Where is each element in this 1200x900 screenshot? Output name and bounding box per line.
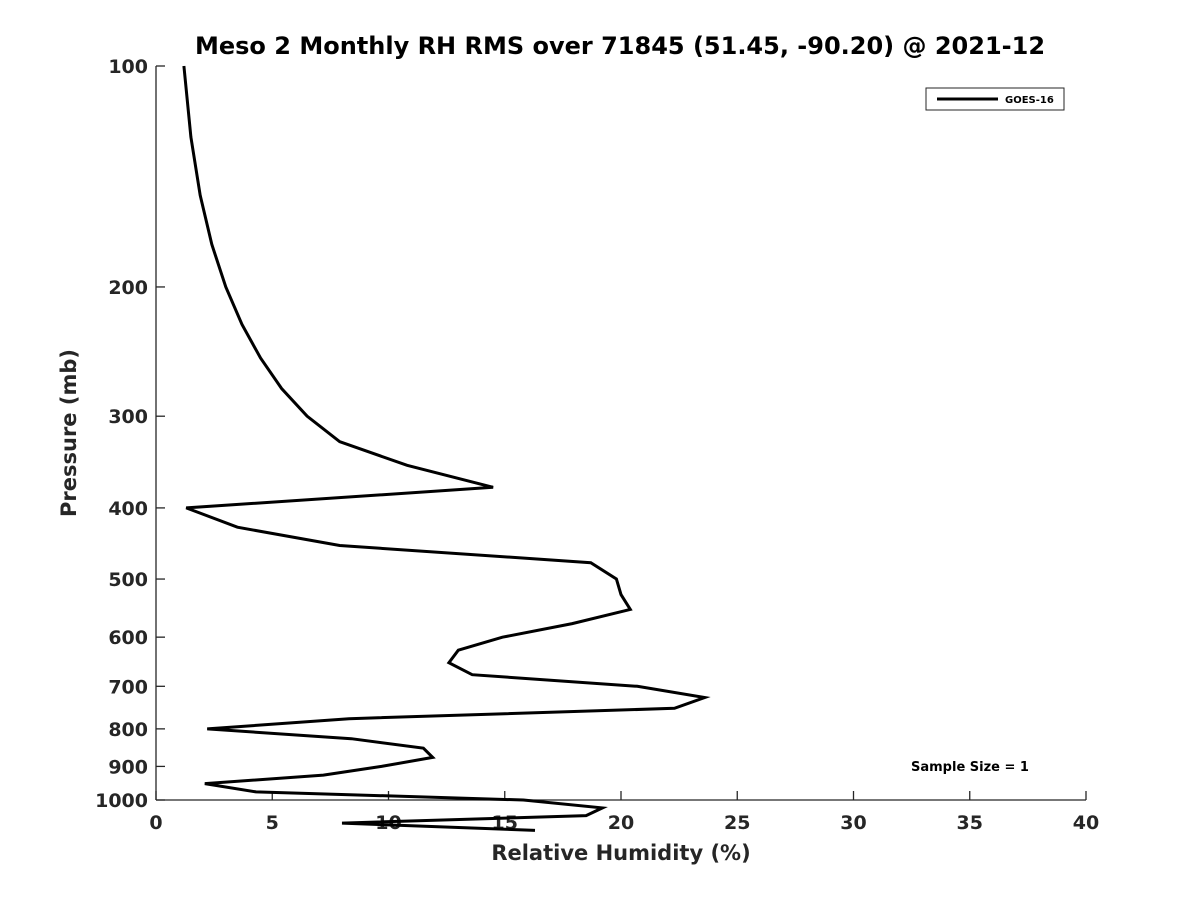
x-tick-label: 30 (840, 812, 866, 834)
y-tick-label: 800 (108, 719, 148, 741)
y-axis-ticks: 100 200 300 400 500 600 700 800 900 1000 (95, 56, 165, 812)
series-line-goes-16 (182, 65, 711, 832)
x-axis-label: Relative Humidity (%) (491, 841, 750, 865)
y-tick-label: 700 (108, 676, 148, 698)
y-tick-label: 1000 (95, 790, 148, 812)
sample-size-annotation: Sample Size = 1 (911, 760, 1029, 775)
y-tick-label: 300 (108, 406, 148, 428)
legend-label-goes-16: GOES-16 (1005, 95, 1054, 106)
series-layer (182, 65, 711, 832)
chart-title: Meso 2 Monthly RH RMS over 71845 (51.45,… (195, 32, 1045, 60)
y-axis-label: Pressure (mb) (57, 349, 81, 517)
x-tick-label: 20 (608, 812, 634, 834)
y-tick-label: 900 (108, 756, 148, 778)
x-tick-label: 0 (149, 812, 162, 834)
x-tick-label: 25 (724, 812, 750, 834)
x-tick-label: 5 (266, 812, 279, 834)
y-tick-label: 600 (108, 627, 148, 649)
legend: GOES-16 (925, 87, 1065, 111)
y-tick-label: 500 (108, 569, 148, 591)
y-tick-label: 200 (108, 277, 148, 299)
y-tick-label: 400 (108, 498, 148, 520)
x-tick-label: 35 (957, 812, 983, 834)
plot-area (156, 66, 1086, 800)
x-tick-label: 40 (1073, 812, 1099, 834)
y-tick-label: 100 (108, 56, 148, 78)
